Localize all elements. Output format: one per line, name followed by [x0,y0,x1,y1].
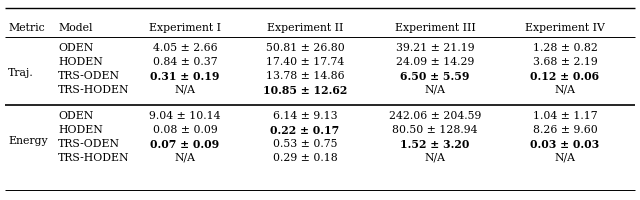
Text: 0.12 ± 0.06: 0.12 ± 0.06 [531,71,600,82]
Text: Experiment I: Experiment I [149,23,221,33]
Text: HODEN: HODEN [58,57,103,67]
Text: N/A: N/A [554,85,575,95]
Text: N/A: N/A [424,85,445,95]
Text: 1.52 ± 3.20: 1.52 ± 3.20 [400,138,470,150]
Text: 0.84 ± 0.37: 0.84 ± 0.37 [153,57,218,67]
Text: TRS-HODEN: TRS-HODEN [58,153,129,163]
Text: 0.03 ± 0.03: 0.03 ± 0.03 [531,138,600,150]
Text: TRS-ODEN: TRS-ODEN [58,71,120,81]
Text: Experiment III: Experiment III [395,23,476,33]
Text: 0.29 ± 0.18: 0.29 ± 0.18 [273,153,337,163]
Text: TRS-HODEN: TRS-HODEN [58,85,129,95]
Text: 80.50 ± 128.94: 80.50 ± 128.94 [392,125,477,135]
Text: 10.85 ± 12.62: 10.85 ± 12.62 [263,84,347,96]
Text: 0.31 ± 0.19: 0.31 ± 0.19 [150,71,220,82]
Text: 50.81 ± 26.80: 50.81 ± 26.80 [266,43,344,53]
Text: 0.22 ± 0.17: 0.22 ± 0.17 [270,124,340,136]
Text: TRS-ODEN: TRS-ODEN [58,139,120,149]
Text: 0.07 ± 0.09: 0.07 ± 0.09 [150,138,220,150]
Text: 1.04 ± 1.17: 1.04 ± 1.17 [532,111,597,121]
Text: 1.28 ± 0.82: 1.28 ± 0.82 [532,43,597,53]
Text: 9.04 ± 10.14: 9.04 ± 10.14 [149,111,221,121]
Text: N/A: N/A [424,153,445,163]
Text: Experiment IV: Experiment IV [525,23,605,33]
Text: N/A: N/A [175,153,195,163]
Text: 0.08 ± 0.09: 0.08 ± 0.09 [152,125,218,135]
Text: Energy: Energy [8,136,47,146]
Text: 24.09 ± 14.29: 24.09 ± 14.29 [396,57,474,67]
Text: 4.05 ± 2.66: 4.05 ± 2.66 [153,43,218,53]
Text: Metric: Metric [8,23,45,33]
Text: HODEN: HODEN [58,125,103,135]
Text: 17.40 ± 17.74: 17.40 ± 17.74 [266,57,344,67]
Text: Experiment II: Experiment II [267,23,343,33]
Text: 6.50 ± 5.59: 6.50 ± 5.59 [400,71,470,82]
Text: Traj.: Traj. [8,68,34,78]
Text: 0.53 ± 0.75: 0.53 ± 0.75 [273,139,337,149]
Text: 13.78 ± 14.86: 13.78 ± 14.86 [266,71,344,81]
Text: N/A: N/A [554,153,575,163]
Text: ODEN: ODEN [58,43,93,53]
Text: 39.21 ± 21.19: 39.21 ± 21.19 [396,43,474,53]
Text: 8.26 ± 9.60: 8.26 ± 9.60 [532,125,597,135]
Text: Model: Model [58,23,93,33]
Text: 242.06 ± 204.59: 242.06 ± 204.59 [389,111,481,121]
Text: 3.68 ± 2.19: 3.68 ± 2.19 [532,57,597,67]
Text: N/A: N/A [175,85,195,95]
Text: 6.14 ± 9.13: 6.14 ± 9.13 [273,111,337,121]
Text: ODEN: ODEN [58,111,93,121]
